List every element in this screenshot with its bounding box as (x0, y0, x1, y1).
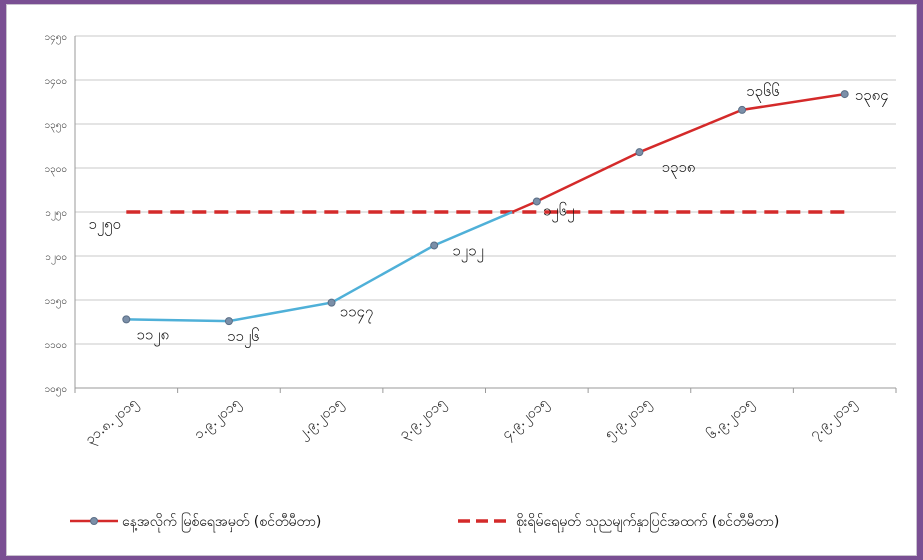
x-tick-label: ၇.၉.၂၀၁၅ (807, 395, 861, 444)
data-point (635, 148, 644, 157)
chart-frame (6, 4, 917, 556)
y-tick-label: ၁၃၀၀ (45, 164, 68, 177)
data-point (327, 298, 336, 307)
y-tick-label: ၁၁၀၀ (45, 340, 68, 351)
data-label: ၁၃၈၄ (855, 86, 889, 107)
data-point (738, 105, 747, 114)
x-tick-label: ၁.၉.၂၀၁၅ (191, 395, 245, 444)
y-tick-label: ၁၁၅၀ (45, 296, 68, 309)
threshold-label: ၁၂၅၀ (88, 215, 121, 236)
x-tick-label: ၃၁.၈.၂၀၁၅ (82, 395, 142, 449)
data-label: ၁၂၆၂ (543, 201, 575, 222)
y-tick-label: ၁၂၅၀ (45, 208, 67, 221)
data-point (430, 241, 439, 250)
data-point (122, 315, 131, 324)
series-line-below-threshold (126, 210, 513, 323)
x-tick-label: ၅.၉.၂၀၁၅ (601, 395, 655, 444)
data-label: ၁၃၁၈ (661, 158, 695, 179)
data-label: ၁၁၄၇ (340, 303, 374, 324)
x-tick-label: ၂.၉.၂၀၁၅ (294, 395, 347, 444)
y-tick-label: ၁၃၅၀ (45, 120, 68, 133)
legend-swatch-marker (90, 517, 98, 525)
data-point (840, 90, 849, 99)
y-tick-label: ၁၀၅၀ (45, 384, 68, 397)
data-label: ၁၃၆၆ (746, 82, 780, 103)
data-point (532, 197, 541, 206)
legend-label-daily-level: နေ့အလိုက် မြစ်ရေအမှတ် (စင်တီမီတာ) (122, 513, 321, 532)
x-tick-label: ၆.၉.၂၀၁၅ (704, 395, 758, 444)
y-tick-label: ၁၄၀၀ (45, 76, 68, 89)
series-line-above-threshold (511, 92, 845, 214)
legend-label-danger-level: စိုးရိမ်ရေမှတ် သုညမျက်နှာပြင်အထက် (စင်တီ… (516, 513, 779, 532)
x-tick-label: ၄.၉.၂၀၁၅ (499, 395, 553, 444)
y-tick-label: ၁၂၀၀ (45, 252, 67, 265)
data-label: ၁၂၁၂ (452, 241, 484, 262)
data-label: ၁၁၂၈ (136, 325, 169, 346)
data-point (224, 317, 233, 326)
y-tick-label: ၁၄၅၀ (45, 32, 68, 45)
data-label: ၁၁၂၆ (227, 327, 260, 348)
x-tick-label: ၃.၉.၂၀၁၅ (396, 395, 450, 444)
